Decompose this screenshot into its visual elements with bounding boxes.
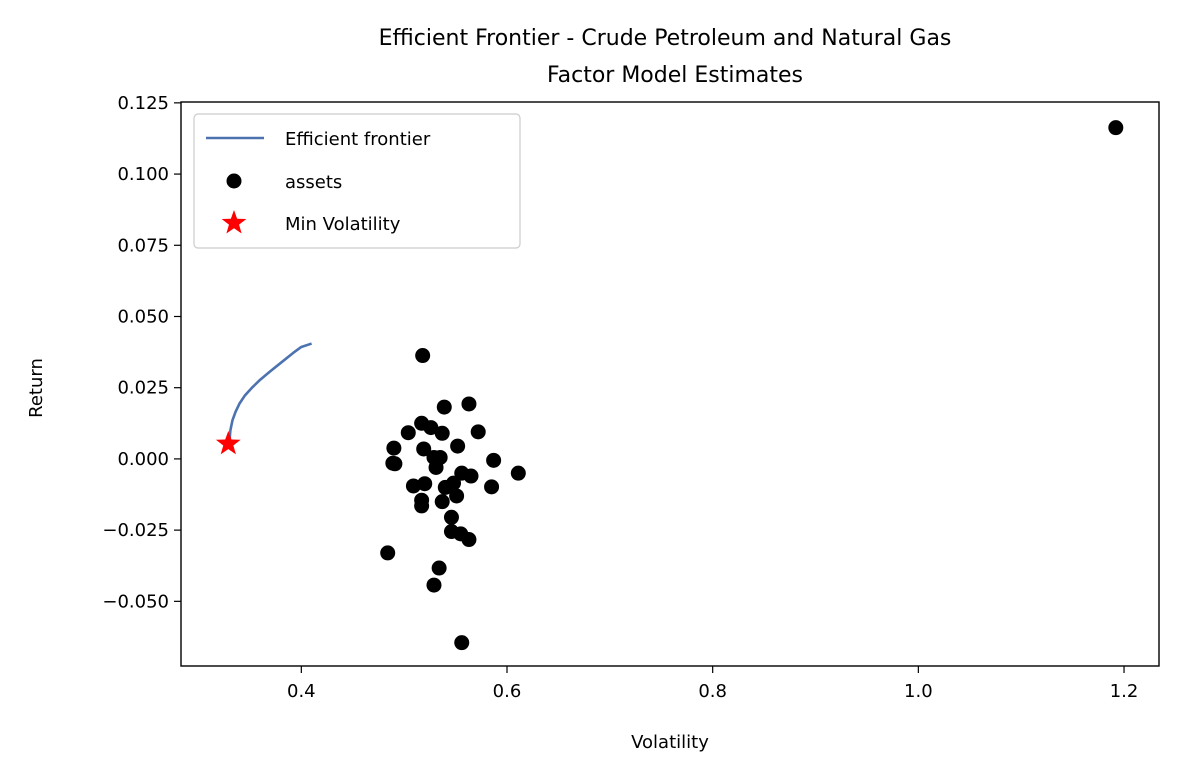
efficient-frontier-line <box>228 342 313 444</box>
legend: Efficient frontier assets Min Volatility <box>193 113 521 249</box>
asset-point <box>449 488 465 504</box>
asset-point <box>450 438 466 454</box>
x-tick-label: 1.0 <box>904 681 933 702</box>
asset-point <box>417 476 433 492</box>
asset-point <box>423 420 439 436</box>
legend-min-volatility-label: Min Volatility <box>285 214 401 235</box>
asset-point <box>510 465 526 481</box>
y-tick-label: 0.000 <box>117 449 169 470</box>
asset-point <box>446 475 462 491</box>
asset-point <box>400 425 416 441</box>
legend-box <box>193 113 521 249</box>
y-tick-label: 0.025 <box>117 378 169 399</box>
asset-point <box>405 478 421 494</box>
asset-point <box>443 509 459 525</box>
legend-assets-label: assets <box>285 172 342 193</box>
x-tick-label: 0.8 <box>698 681 727 702</box>
x-axis-ticks: 0.4 0.6 0.8 1.0 1.2 <box>287 666 1138 702</box>
y-tick-label: −0.025 <box>102 520 169 541</box>
legend-min-volatility-swatch <box>221 210 247 234</box>
asset-point <box>415 348 431 364</box>
asset-point <box>386 440 402 456</box>
asset-point <box>470 424 486 440</box>
asset-point <box>436 399 452 415</box>
y-axis-label: Return <box>26 358 47 418</box>
x-tick-label: 0.6 <box>493 681 522 702</box>
asset-point <box>434 425 450 441</box>
asset-point <box>387 456 403 472</box>
y-tick-label: 0.075 <box>117 235 169 256</box>
asset-point <box>426 577 442 593</box>
asset-point <box>414 498 430 514</box>
min-volatility-marker <box>215 430 241 455</box>
y-tick-label: 0.125 <box>117 93 169 114</box>
y-axis-ticks: 0.125 0.100 0.075 0.050 0.025 0.000 −0.025 −0.0… <box>102 93 181 612</box>
chart-subtitle: Factor Model Estimates <box>547 63 803 88</box>
legend-assets-swatch <box>226 173 242 189</box>
asset-point <box>416 441 432 457</box>
chart-title: Efficient Frontier - Crude Petroleum and… <box>379 26 952 51</box>
asset-point <box>461 532 477 548</box>
plot-area <box>215 120 1124 651</box>
x-axis-label: Volatility <box>631 732 709 753</box>
x-tick-label: 1.2 <box>1110 681 1139 702</box>
asset-point <box>486 452 502 468</box>
axes-frame <box>180 101 1160 667</box>
asset-point <box>431 560 447 576</box>
asset-point <box>1108 120 1124 136</box>
x-tick-label: 0.4 <box>287 681 316 702</box>
asset-point <box>380 545 396 561</box>
asset-point <box>434 494 450 510</box>
asset-point <box>461 396 477 412</box>
asset-point <box>463 468 479 484</box>
y-tick-label: −0.050 <box>102 591 169 612</box>
asset-point <box>484 479 500 495</box>
asset-point <box>426 449 442 465</box>
legend-frontier-label: Efficient frontier <box>285 129 431 150</box>
y-tick-label: 0.100 <box>117 164 169 185</box>
asset-point <box>454 635 470 651</box>
y-tick-label: 0.050 <box>117 306 169 327</box>
